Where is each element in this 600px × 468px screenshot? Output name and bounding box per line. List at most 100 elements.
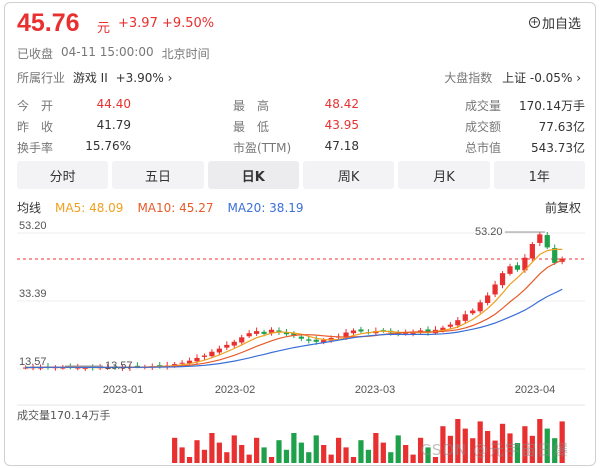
stat-high: 最 高 48.42 bbox=[233, 97, 373, 114]
volume-bar bbox=[365, 449, 372, 463]
ma20-value: MA20: 38.19 bbox=[227, 200, 304, 215]
volume-bar bbox=[410, 454, 416, 463]
tab-weekly-k[interactable]: 周K bbox=[302, 161, 395, 189]
candle-body bbox=[440, 327, 446, 331]
volume-bar bbox=[283, 449, 290, 463]
volume-bar bbox=[246, 454, 252, 463]
candle-body bbox=[179, 362, 185, 364]
volume-bar bbox=[492, 440, 498, 463]
tab-monthly-k[interactable]: 月K bbox=[398, 161, 490, 189]
stat-value: 77.63亿 bbox=[538, 120, 585, 134]
volume-bar bbox=[373, 433, 379, 463]
candle-body bbox=[246, 333, 252, 337]
volume-bar bbox=[298, 442, 304, 463]
stat-label: 最 低 bbox=[233, 120, 270, 134]
candle-body bbox=[60, 367, 66, 369]
volume-bar bbox=[552, 438, 558, 463]
volume-bar bbox=[335, 437, 342, 463]
volume-bar bbox=[231, 435, 237, 463]
candle-body bbox=[216, 348, 222, 353]
candle-body bbox=[485, 295, 491, 304]
ma10-value: MA10: 45.27 bbox=[137, 200, 214, 215]
candle-body bbox=[75, 367, 81, 369]
candle-body bbox=[514, 265, 521, 270]
stat-pe: 市盈(TTM) 47.18 bbox=[233, 139, 373, 156]
y-tick-label: 53.20 bbox=[19, 220, 47, 232]
candle-body bbox=[462, 314, 468, 321]
market-index-label: 大盘指数 bbox=[444, 71, 493, 85]
candle-body bbox=[224, 344, 230, 348]
candle-body bbox=[529, 243, 535, 259]
candle-body bbox=[134, 365, 140, 367]
industry-name: 游戏 II bbox=[72, 71, 108, 85]
volume-bar bbox=[447, 435, 453, 463]
market-index-value: 上证 -0.05% bbox=[502, 71, 573, 85]
period-tabs: 分时 五日 日K 周K 月K 1年 bbox=[17, 161, 585, 189]
tab-five-day[interactable]: 五日 bbox=[112, 161, 204, 189]
ma-label: 均线 bbox=[17, 201, 42, 215]
volume-bar bbox=[462, 428, 468, 463]
low-annotation: 13.57 bbox=[105, 360, 133, 372]
stat-prev-close: 昨 收 41.79 bbox=[17, 118, 157, 135]
candle-body bbox=[268, 329, 275, 333]
candle-body bbox=[522, 257, 528, 271]
candle-body bbox=[37, 367, 44, 369]
stat-label: 市盈(TTM) bbox=[233, 141, 292, 155]
volume-bar bbox=[485, 431, 491, 463]
stat-turnover-rate: 换手率 15.76% bbox=[17, 139, 157, 156]
stat-value: 170.14万手 bbox=[519, 99, 585, 113]
stat-market-cap: 总市值 543.73亿 bbox=[373, 139, 585, 156]
volume-bar bbox=[455, 419, 461, 463]
tab-one-year[interactable]: 1年 bbox=[493, 161, 585, 189]
candle-body bbox=[283, 332, 290, 335]
volume-bar bbox=[313, 435, 319, 463]
stat-value: 47.18 bbox=[324, 139, 359, 153]
candle-body bbox=[186, 360, 193, 364]
high-annotation: 53.20 bbox=[475, 226, 503, 238]
candle-body bbox=[82, 367, 88, 369]
industry-pct: +3.90% bbox=[115, 71, 164, 85]
ma5-value: MA5: 48.09 bbox=[55, 200, 124, 215]
candle-body bbox=[447, 324, 453, 327]
stat-label: 成交量 bbox=[465, 99, 502, 113]
volume-bar bbox=[417, 437, 424, 463]
candle-body bbox=[350, 330, 357, 334]
candle-body bbox=[254, 331, 260, 334]
candle-body bbox=[239, 337, 245, 343]
volume-bar bbox=[514, 443, 521, 463]
candle-body bbox=[298, 336, 304, 339]
add-to-watchlist-label: 加自选 bbox=[541, 17, 581, 32]
y-tick-label: 33.39 bbox=[19, 288, 47, 300]
stat-value: 41.79 bbox=[96, 118, 131, 132]
candle-body bbox=[194, 357, 200, 362]
adjust-mode-button[interactable]: 前复权 bbox=[544, 201, 581, 215]
stat-volume: 成交量 170.14万手 bbox=[373, 97, 585, 114]
candle-body bbox=[291, 333, 297, 336]
stats-row: 换手率 15.76% 市盈(TTM) 47.18 总市值 543.73亿 bbox=[17, 137, 585, 158]
volume-bar bbox=[321, 445, 327, 463]
market-index[interactable]: 大盘指数 上证 -0.05% › bbox=[444, 69, 581, 86]
stat-value: 44.40 bbox=[96, 97, 131, 111]
tab-daily-k[interactable]: 日K bbox=[207, 161, 299, 189]
volume-bar bbox=[179, 447, 185, 463]
volume-bar bbox=[358, 440, 364, 463]
stat-label: 成交额 bbox=[465, 120, 502, 134]
stat-label: 总市值 bbox=[465, 141, 502, 155]
candlestick-chart[interactable]: 53.20 33.39 13.57 53.20 13.57 2023-01 2023-02 2… bbox=[5, 219, 596, 466]
volume-bar bbox=[328, 454, 334, 463]
stats-row: 今 开 44.40 最 高 48.42 成交量 170.14万手 bbox=[17, 95, 585, 116]
candle-body bbox=[507, 266, 513, 274]
candle-body bbox=[321, 340, 327, 343]
volume-bar bbox=[425, 447, 431, 463]
tab-intraday[interactable]: 分时 bbox=[17, 161, 109, 189]
candle-body bbox=[552, 248, 558, 263]
price-change: +3.97 +9.50% bbox=[118, 16, 215, 31]
stat-value: 15.76% bbox=[85, 139, 131, 153]
industry-info[interactable]: 所属行业 游戏 II +3.90% › bbox=[17, 69, 172, 86]
stat-value: 543.73亿 bbox=[531, 141, 585, 155]
volume-bar bbox=[395, 435, 401, 463]
add-to-watchlist-button[interactable]: + 加自选 bbox=[528, 13, 581, 32]
stat-turnover: 成交额 77.63亿 bbox=[373, 118, 585, 135]
volume-bar bbox=[559, 421, 565, 463]
market-status: 已收盘 04-11 15:00:00 北京时间 bbox=[17, 45, 210, 62]
